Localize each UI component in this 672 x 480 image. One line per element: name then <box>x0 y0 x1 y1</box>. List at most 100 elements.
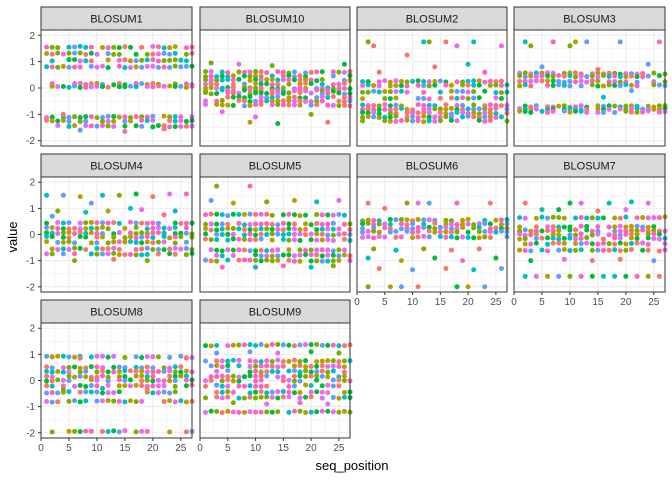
data-point <box>172 364 178 370</box>
data-point <box>539 247 545 253</box>
data-point <box>66 428 72 434</box>
data-point <box>522 248 528 254</box>
data-point <box>297 252 303 258</box>
data-point <box>600 247 606 253</box>
data-point <box>545 82 551 88</box>
data-point <box>443 224 449 230</box>
data-point <box>314 221 320 227</box>
data-point <box>219 226 225 232</box>
data-point <box>94 389 100 395</box>
data-point <box>167 246 173 252</box>
data-point <box>172 234 178 240</box>
data-point <box>634 106 640 112</box>
data-point <box>325 252 331 258</box>
data-point <box>144 258 150 264</box>
data-point <box>111 239 117 245</box>
data-point <box>634 83 640 89</box>
data-point <box>94 398 100 404</box>
data-point <box>139 373 145 379</box>
data-point <box>172 124 178 130</box>
data-point <box>297 213 303 219</box>
data-point <box>183 220 189 226</box>
x-tick-label: 0 <box>354 297 360 308</box>
data-point <box>150 378 156 384</box>
data-point <box>167 64 173 70</box>
data-point <box>55 368 61 374</box>
data-point <box>72 245 78 251</box>
data-point <box>100 246 106 252</box>
data-point <box>144 226 150 232</box>
data-point <box>167 114 173 120</box>
data-point <box>567 73 573 79</box>
data-point <box>241 374 247 380</box>
data-point <box>161 83 167 89</box>
data-point <box>303 95 309 101</box>
data-point <box>258 226 264 232</box>
data-point <box>308 99 314 105</box>
data-point <box>645 231 651 237</box>
data-point <box>303 342 309 348</box>
data-point <box>116 364 122 370</box>
data-point <box>264 253 270 259</box>
data-point <box>471 95 477 101</box>
data-point <box>105 220 111 226</box>
data-point <box>460 114 466 120</box>
data-point <box>360 109 366 115</box>
data-point <box>573 247 579 253</box>
data-point <box>314 87 320 93</box>
data-point <box>376 265 382 271</box>
data-point <box>280 227 286 233</box>
data-point <box>330 363 336 369</box>
data-point <box>314 231 320 237</box>
data-point <box>651 82 657 88</box>
data-point <box>471 106 477 112</box>
data-point <box>371 246 377 252</box>
data-point <box>66 235 72 241</box>
data-point <box>44 44 50 50</box>
data-point <box>376 114 382 120</box>
data-point <box>539 78 545 84</box>
data-point <box>208 227 214 233</box>
data-point <box>308 90 314 96</box>
data-point <box>393 102 399 108</box>
data-point <box>236 90 242 96</box>
data-point <box>651 231 657 237</box>
data-point <box>415 200 421 206</box>
data-point <box>387 89 393 95</box>
data-point <box>161 399 167 405</box>
data-point <box>606 224 612 230</box>
data-point <box>49 378 55 384</box>
data-point <box>584 235 590 241</box>
data-point <box>421 79 427 85</box>
data-point <box>454 222 460 228</box>
data-point <box>55 122 61 128</box>
data-point <box>606 232 612 238</box>
data-point <box>330 237 336 243</box>
data-point <box>133 354 139 360</box>
data-point <box>241 342 247 348</box>
data-point <box>203 378 209 384</box>
data-point <box>303 226 309 232</box>
data-point <box>161 64 167 70</box>
data-point <box>225 368 231 374</box>
data-point <box>230 200 236 206</box>
data-point <box>589 258 595 264</box>
data-point <box>116 45 122 51</box>
data-point <box>567 78 573 84</box>
data-point <box>150 225 156 231</box>
data-point <box>66 239 72 245</box>
data-point <box>66 119 72 125</box>
data-point <box>253 257 259 263</box>
data-point <box>528 241 534 247</box>
data-point <box>155 354 161 360</box>
data-point <box>341 394 347 400</box>
data-point <box>275 247 281 253</box>
data-point <box>178 373 184 379</box>
data-point <box>314 258 320 264</box>
data-point <box>72 383 78 389</box>
data-point <box>94 123 100 129</box>
data-point <box>225 102 231 108</box>
data-point <box>258 90 264 96</box>
data-point <box>60 365 66 371</box>
data-point <box>88 219 94 225</box>
